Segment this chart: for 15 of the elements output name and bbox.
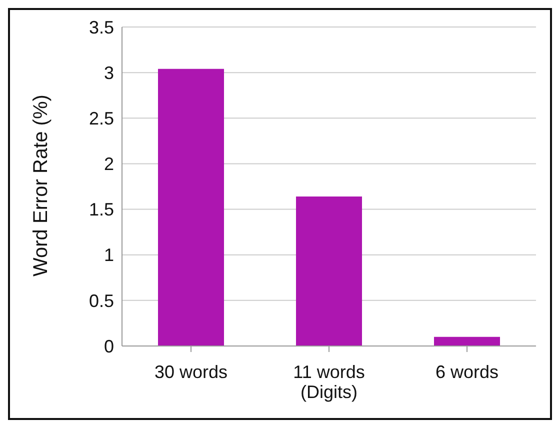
y-tick-label: 2.5 <box>88 108 114 129</box>
bar <box>296 196 362 346</box>
x-tick-label: 30 words <box>154 362 228 382</box>
y-tick-label: 3.5 <box>88 17 114 38</box>
bar <box>158 68 224 346</box>
x-tick-label: 6 words <box>435 362 499 382</box>
y-tick-label: 0.5 <box>88 290 114 311</box>
y-tick-label: 1 <box>104 245 114 266</box>
y-tick-label: 0 <box>104 336 114 356</box>
x-tick-label: 11 words (Digits) <box>293 362 365 402</box>
y-tick-label: 3 <box>104 62 114 83</box>
bar <box>434 336 500 346</box>
y-axis-title: Word Error Rate (%) <box>30 94 52 276</box>
y-tick-label: 2 <box>104 154 114 174</box>
y-tick-label: 1.5 <box>88 200 114 220</box>
